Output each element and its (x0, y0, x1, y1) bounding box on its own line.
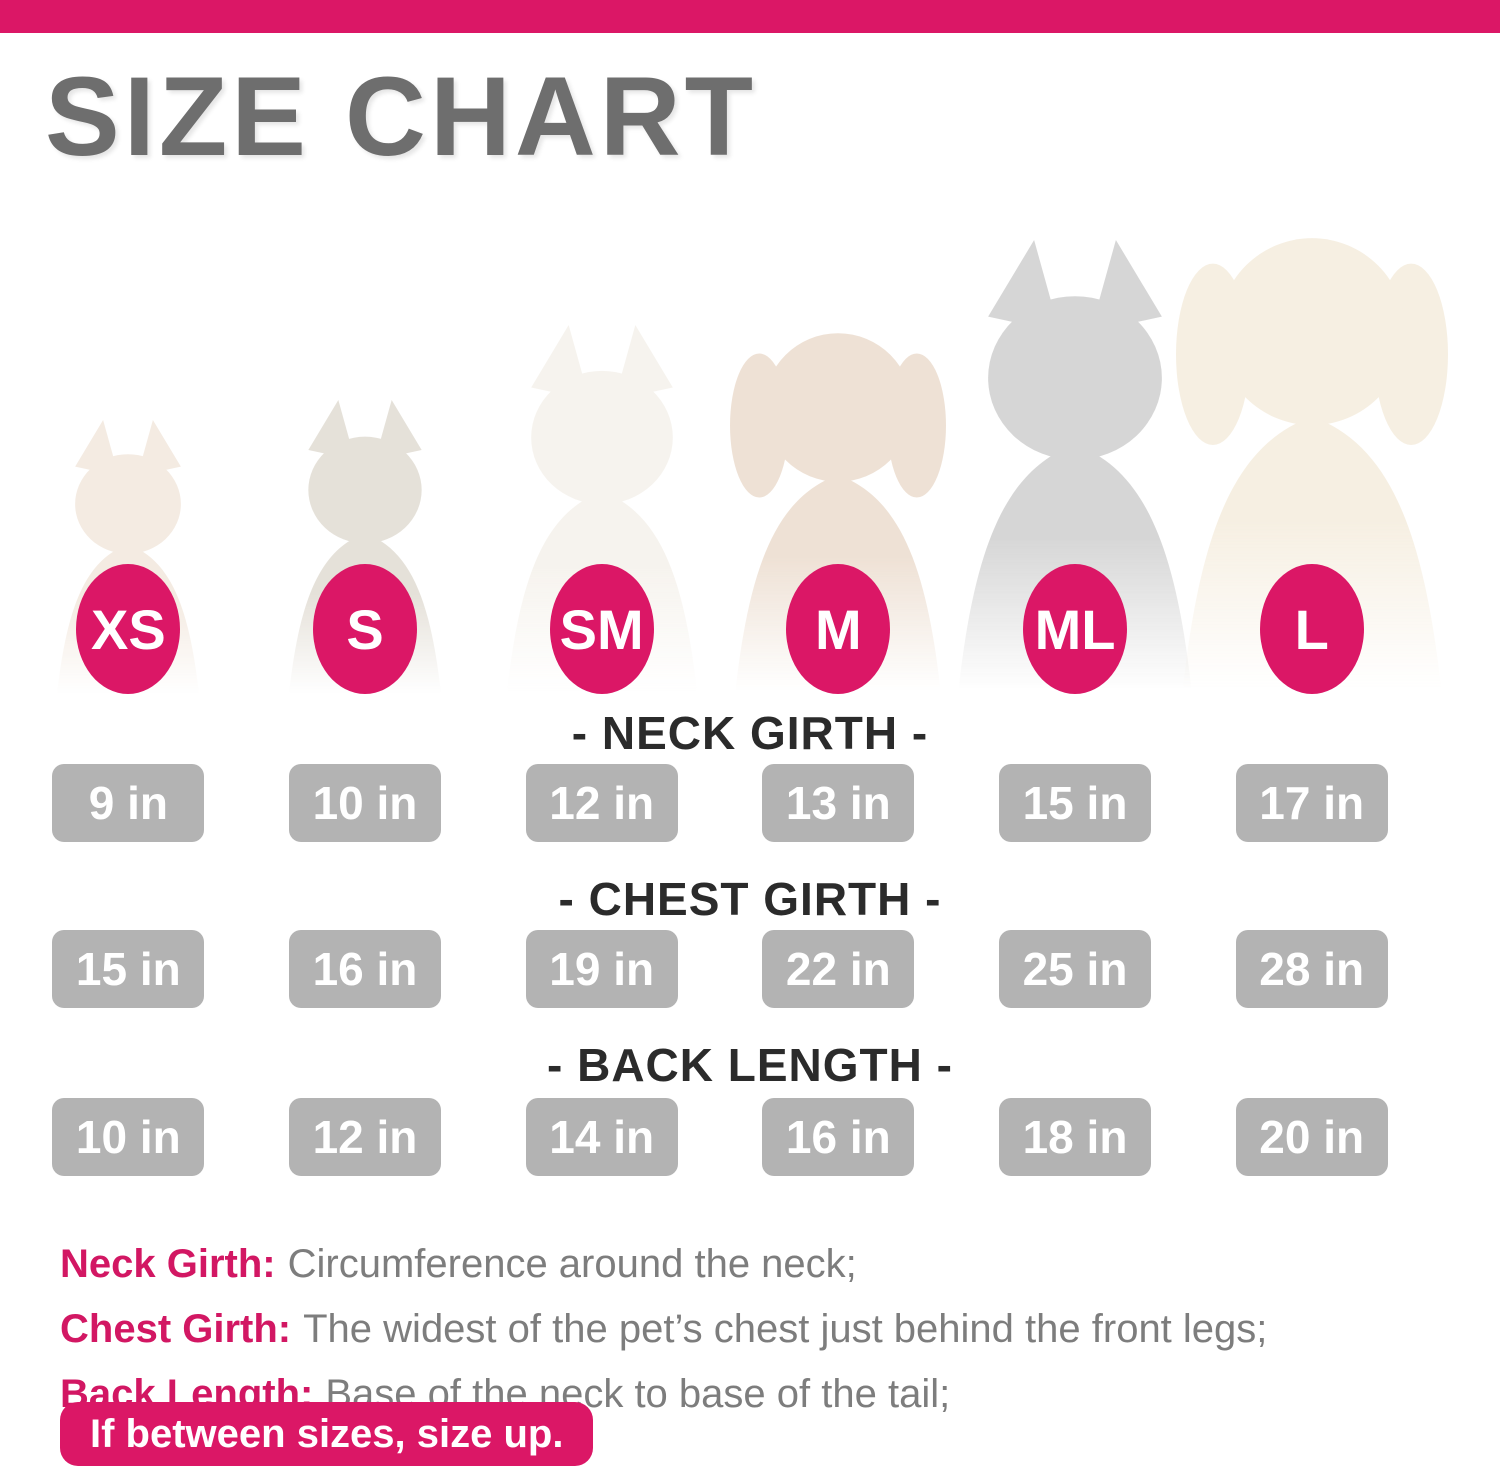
neck-girth-value-m: 13 in (762, 764, 915, 842)
chest-girth-value-s: 16 in (289, 930, 441, 1008)
size-badge-m: M (786, 564, 891, 694)
neck-girth-value-sm: 12 in (525, 764, 678, 842)
back-length-value-ml: 18 in (999, 1098, 1152, 1176)
size-badge-label: SM (559, 597, 644, 661)
size-badge-label: ML (1034, 597, 1116, 661)
chest-girth-definition: Chest Girth: The widest of the pet’s ches… (60, 1297, 1267, 1362)
chest-girth-value-l: 28 in (1235, 930, 1388, 1008)
size-column-m: M (720, 160, 957, 700)
size-badge-sm: SM (549, 564, 654, 694)
size-badge-l: L (1259, 564, 1364, 694)
back-length-row: 10 in 12 in 14 in 16 in 18 in 20 in (10, 1098, 1430, 1176)
size-badge-label: XS (90, 597, 166, 661)
size-column-ml: ML (957, 160, 1194, 700)
back-length-value-m: 16 in (762, 1098, 915, 1176)
chest-girth-value-ml: 25 in (999, 930, 1152, 1008)
neck-girth-value-xs: 9 in (52, 764, 205, 842)
size-badge-label: M (815, 597, 862, 661)
back-length-value-s: 12 in (289, 1098, 441, 1176)
chest-girth-value-xs: 15 in (52, 930, 205, 1008)
neck-girth-definition: Neck Girth: Circumference around the neck… (60, 1232, 1267, 1297)
size-badge-label: L (1294, 597, 1329, 661)
size-badge-label: S (346, 597, 384, 661)
size-column-sm: SM (483, 160, 720, 700)
size-badge-ml: ML (1023, 564, 1128, 694)
definition-term: Chest Girth: (60, 1307, 292, 1351)
back-length-value-l: 20 in (1235, 1098, 1388, 1176)
size-column-s: S (247, 160, 484, 700)
back-length-value-sm: 14 in (525, 1098, 678, 1176)
neck-girth-row: 9 in 10 in 12 in 13 in 15 in 17 in (10, 764, 1430, 842)
chest-girth-value-m: 22 in (762, 930, 915, 1008)
chest-girth-value-sm: 19 in (525, 930, 678, 1008)
size-badge-xs: XS (76, 564, 181, 694)
size-column-l: L (1175, 160, 1448, 700)
size-column-xs: XS (10, 160, 247, 700)
neck-girth-value-ml: 15 in (999, 764, 1152, 842)
back-length-value-xs: 10 in (52, 1098, 205, 1176)
neck-girth-heading: - NECK GIRTH - (571, 707, 929, 759)
page-title: SIZE CHART (45, 54, 757, 179)
dog-size-columns: XS S SM M ML (10, 160, 1448, 700)
definition-text: Circumference around the neck; (287, 1242, 857, 1286)
chest-girth-row: 15 in 16 in 19 in 22 in 25 in 28 in (10, 930, 1430, 1008)
chest-girth-heading: - CHEST GIRTH - (558, 873, 942, 925)
definition-term: Neck Girth: (60, 1242, 276, 1286)
size-badge-s: S (313, 564, 417, 694)
top-accent-bar (0, 0, 1500, 33)
neck-girth-value-l: 17 in (1235, 764, 1388, 842)
back-length-heading: - BACK LENGTH - (547, 1039, 953, 1091)
neck-girth-value-s: 10 in (289, 764, 441, 842)
size-up-note-pill: If between sizes, size up. (60, 1402, 594, 1466)
definition-text: The widest of the pet’s chest just behin… (303, 1307, 1268, 1351)
measurement-definitions: Neck Girth: Circumference around the neck… (60, 1232, 1267, 1427)
